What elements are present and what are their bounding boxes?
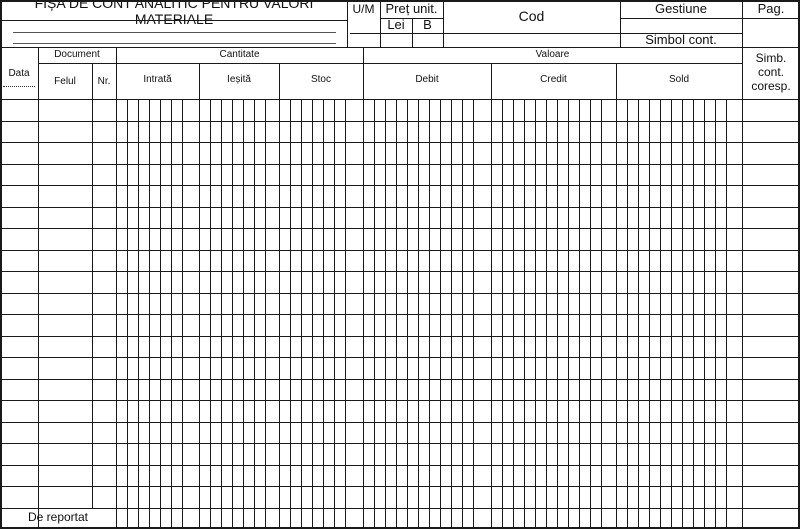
table-row-line — [0, 185, 800, 186]
border-top — [0, 0, 800, 1]
um-divider — [347, 0, 348, 48]
col-divider — [616, 63, 617, 529]
fill-line — [13, 32, 336, 33]
valoare-header: Valoare — [535, 49, 570, 61]
border-left — [1, 0, 2, 529]
pret-divider — [380, 0, 381, 48]
table-row-line — [0, 271, 800, 272]
form-title: FIȘA DE CONT ANALITIC PENTRU VALORI MATE… — [34, 0, 314, 27]
table-row-line — [0, 443, 800, 444]
table-row-line — [0, 357, 800, 358]
cantitate-header: Cantitate — [219, 49, 260, 61]
table-row-line — [0, 379, 800, 380]
pag-label: Pag. — [757, 0, 785, 16]
nr-header: Nr. — [97, 76, 111, 88]
simb-cont-coresp-header: Simb. cont. coresp. — [751, 51, 791, 93]
title-underline — [0, 20, 348, 21]
table-row-line — [0, 465, 800, 466]
col-divider — [199, 63, 200, 529]
col-divider-felul — [92, 63, 93, 509]
b-label: B — [423, 17, 432, 33]
col-divider — [116, 63, 117, 529]
table-row-line — [0, 293, 800, 294]
table-row-line — [0, 228, 800, 229]
pret-unit-label: Preț unit. — [385, 0, 438, 16]
data-header: Data — [8, 68, 30, 80]
border-right — [798, 0, 799, 529]
data-dotted-line — [3, 86, 35, 87]
table-row-line — [0, 250, 800, 251]
header-bottom — [0, 47, 800, 48]
debit-header: Debit — [415, 74, 439, 86]
col-divider — [363, 63, 364, 529]
cod-divider — [443, 0, 444, 48]
group-header-line — [38, 63, 743, 64]
lei-b-divider — [412, 18, 413, 48]
fill-line — [13, 43, 336, 44]
sold-header: Sold — [668, 74, 689, 86]
column-header-bottom — [742, 99, 800, 100]
border-top — [0, 1, 800, 2]
border-left — [0, 0, 1, 529]
table-row-line — [0, 314, 800, 315]
table-row-line — [0, 121, 800, 122]
lei-label: Lei — [387, 17, 405, 33]
col-divider-data — [38, 47, 39, 529]
simbol-cont-label: Simbol cont. — [645, 32, 717, 48]
gestiune-line — [620, 18, 743, 19]
table-row-line — [0, 486, 800, 487]
felul-header: Felul — [54, 76, 76, 88]
table-row-line — [0, 336, 800, 337]
iesita-header: Ieșită — [227, 74, 251, 86]
table-row-line — [0, 422, 800, 423]
column-header-bottom — [0, 99, 743, 100]
pag-divider — [742, 0, 743, 529]
table-row-line — [0, 164, 800, 165]
table-row-line — [0, 400, 800, 401]
cod-label: Cod — [518, 7, 545, 24]
border-bottom — [0, 527, 800, 528]
credit-header: Credit — [540, 74, 567, 86]
de-reportat-label: De reportat — [27, 510, 89, 525]
pag-line — [742, 18, 800, 19]
stoc-header: Stoc — [310, 74, 331, 86]
um-line — [350, 33, 381, 34]
um-label: U/M — [352, 2, 375, 17]
table-row-line — [0, 508, 800, 509]
gestiune-label: Gestiune — [654, 0, 708, 16]
table-row-line — [0, 207, 800, 208]
gestiune-line — [620, 33, 743, 34]
document-header: Document — [54, 49, 100, 61]
table-row-line — [0, 142, 800, 143]
col-divider — [279, 63, 280, 529]
intrata-header: Intrată — [143, 74, 172, 86]
gestiune-divider — [620, 0, 621, 48]
col-divider — [491, 63, 492, 529]
cod-line — [443, 33, 621, 34]
